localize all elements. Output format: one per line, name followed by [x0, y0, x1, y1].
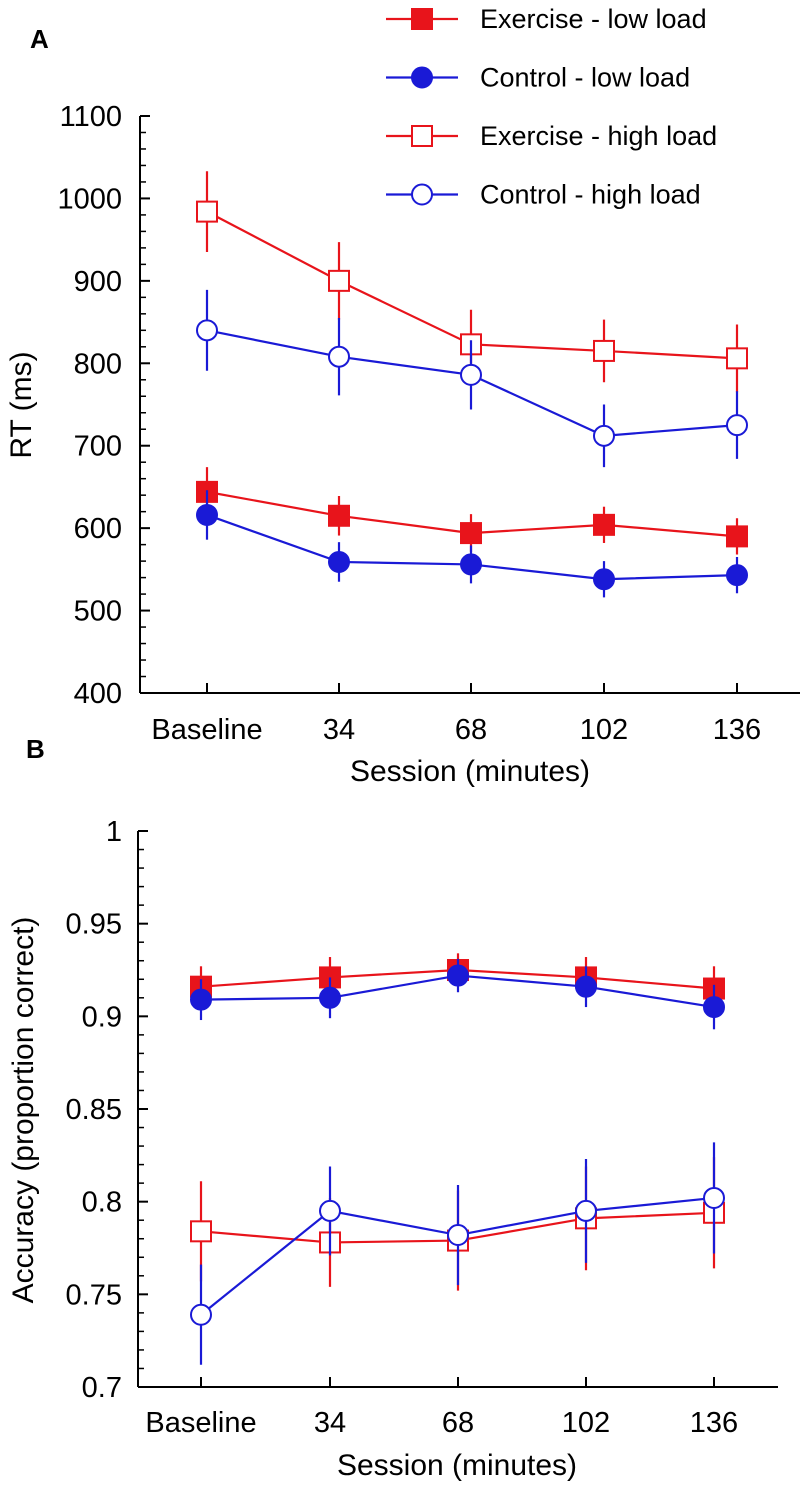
- y-tick-label: 1100: [60, 101, 122, 133]
- data-point: [196, 503, 218, 526]
- y-tick-label: 400: [74, 678, 122, 710]
- y-tick-label: 0.95: [66, 909, 122, 941]
- legend-label: Exercise - high load: [480, 121, 717, 151]
- panel-b-accuracy-chart: 0.7 0.75 0.8 0.85 0.9 0.95 1 Baseline 34 68 102 136…: [7, 816, 778, 1482]
- data-point: [319, 1199, 341, 1222]
- y-tick-label: 600: [74, 513, 122, 545]
- data-point: [703, 996, 725, 1019]
- y-tick-label: 500: [74, 596, 122, 628]
- data-point: [726, 414, 748, 437]
- legend-marker: [411, 8, 433, 30]
- data-point: [575, 1199, 597, 1222]
- series-control-low-load: [196, 490, 748, 598]
- legend-label: Control - high load: [480, 180, 701, 210]
- data-point: [196, 319, 218, 342]
- series-control-high-load: [196, 289, 748, 468]
- data-point: [328, 269, 350, 292]
- x-axis-title: Session (minutes): [350, 755, 590, 788]
- data-point: [447, 964, 469, 987]
- data-point: [726, 564, 748, 587]
- data-point: [328, 345, 350, 368]
- y-tick-label: 800: [74, 348, 122, 380]
- panel-a-rt-chart: 400 500 600 700 800 900 1000 1100 Baseline 34 68 10…: [5, 101, 800, 788]
- y-tick-label: 0.9: [82, 1001, 122, 1033]
- data-point: [319, 986, 341, 1009]
- data-point: [575, 975, 597, 998]
- data-point: [593, 339, 615, 362]
- data-point: [447, 1224, 469, 1247]
- data-point: [593, 568, 615, 591]
- y-tick-label: 1: [106, 816, 122, 848]
- legend-item-control-high-load: Control - high load: [386, 180, 701, 210]
- x-tick-label-34: 34: [323, 714, 355, 746]
- data-point: [726, 525, 748, 548]
- panel-label-a: A: [30, 24, 49, 54]
- x-tick-label-136: 136: [690, 1407, 738, 1439]
- x-tick-label-102: 102: [580, 714, 628, 746]
- y-tick-label: 900: [74, 266, 122, 298]
- legend-label: Control - low load: [480, 63, 690, 93]
- data-point: [190, 988, 212, 1011]
- x-tick-label-68: 68: [455, 714, 487, 746]
- x-tick-label-102: 102: [562, 1407, 610, 1439]
- y-tick-label: 700: [74, 431, 122, 463]
- data-point: [328, 550, 350, 573]
- legend-marker: [411, 125, 433, 147]
- data-point: [196, 200, 218, 223]
- y-tick-label: 0.75: [66, 1279, 122, 1311]
- data-point: [328, 504, 350, 527]
- panel-label-b: B: [26, 734, 45, 764]
- x-tick-label-68: 68: [442, 1407, 474, 1439]
- data-point: [726, 347, 748, 370]
- x-axis-title: Session (minutes): [337, 1449, 577, 1482]
- y-tick-label: 0.8: [82, 1187, 122, 1219]
- legend-item-exercise-high-load: Exercise - high load: [386, 121, 717, 151]
- legend-item-control-low-load: Control - low load: [386, 63, 690, 93]
- y-axis-title: Accuracy (proportion correct): [7, 917, 40, 1304]
- x-tick-label-baseline: Baseline: [145, 1407, 256, 1439]
- legend-item-exercise-low-load: Exercise - low load: [386, 4, 707, 34]
- data-point: [460, 363, 482, 386]
- legend-label: Exercise - low load: [480, 4, 707, 34]
- x-tick-label-136: 136: [713, 714, 761, 746]
- data-point: [460, 553, 482, 576]
- y-tick-label: 0.85: [66, 1094, 122, 1126]
- legend: Exercise - low load Control - low load Exe…: [386, 4, 717, 210]
- series-exercise-low-load: [196, 467, 748, 555]
- data-point: [190, 1303, 212, 1326]
- data-point: [593, 513, 615, 536]
- data-point: [460, 522, 482, 545]
- legend-marker: [411, 66, 433, 89]
- series-control-low-load: [190, 958, 725, 1030]
- series-control-high-load: [190, 1142, 725, 1365]
- data-point: [703, 1186, 725, 1209]
- legend-marker: [411, 183, 433, 206]
- y-tick-label: 0.7: [82, 1372, 122, 1404]
- data-point: [593, 424, 615, 447]
- x-tick-label-baseline: Baseline: [151, 714, 262, 746]
- x-tick-label-34: 34: [314, 1407, 346, 1439]
- y-axis-title: RT (ms): [5, 351, 38, 458]
- data-point: [190, 1220, 212, 1243]
- y-tick-label: 1000: [57, 183, 122, 215]
